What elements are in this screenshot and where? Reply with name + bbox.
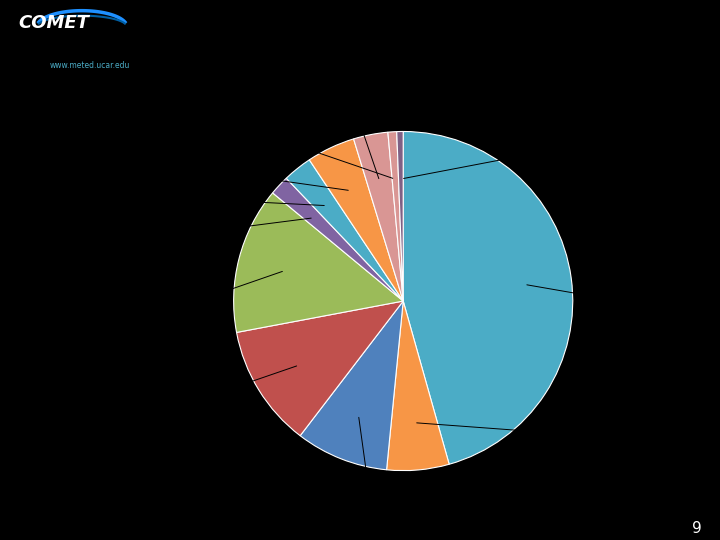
Text: Education, 5708: Education, 5708 [527, 285, 720, 319]
Wedge shape [237, 301, 403, 436]
Wedge shape [234, 193, 403, 333]
Text: U.S. Department
of Defense, 347: U.S. Department of Defense, 347 [102, 186, 324, 206]
Text: U.S. State or Local Gov., 104: U.S. State or Local Gov., 104 [140, 106, 392, 178]
Text: Other U.S. Government, 235: Other U.S. Government, 235 [4, 218, 311, 255]
Wedge shape [403, 131, 572, 464]
Wedge shape [273, 178, 403, 301]
Wedge shape [387, 301, 449, 470]
Wedge shape [300, 301, 403, 470]
Text: Bureau of Meteorology
(Australia), 76: Bureau of Meteorology (Australia), 76 [404, 122, 696, 178]
Wedge shape [287, 160, 403, 301]
Wedge shape [310, 139, 403, 301]
Wedge shape [354, 132, 403, 301]
Text: COMET: COMET [19, 15, 89, 32]
Text: Environment
Canada , 742: Environment Canada , 742 [417, 423, 677, 450]
Wedge shape [388, 132, 403, 301]
Text: FY10 Satellite Module Usage: FY10 Satellite Module Usage [247, 30, 653, 54]
Text: 9: 9 [692, 521, 702, 536]
Text: U.S. Private Sector, 577: U.S. Private Sector, 577 [101, 158, 348, 190]
Text: Other, 1748: Other, 1748 [104, 272, 282, 329]
Text: NOAA, 1456: NOAA, 1456 [126, 366, 297, 421]
Text: www.meted.ucar.edu: www.meted.ucar.edu [50, 61, 130, 70]
Text: International Meteorological
Services (government or
private), 1105: International Meteorological Services (g… [316, 417, 429, 533]
Wedge shape [397, 131, 403, 301]
Text: University Corporation for
Atmospheric Research, 411: University Corporation for Atmospheric R… [297, 91, 408, 179]
